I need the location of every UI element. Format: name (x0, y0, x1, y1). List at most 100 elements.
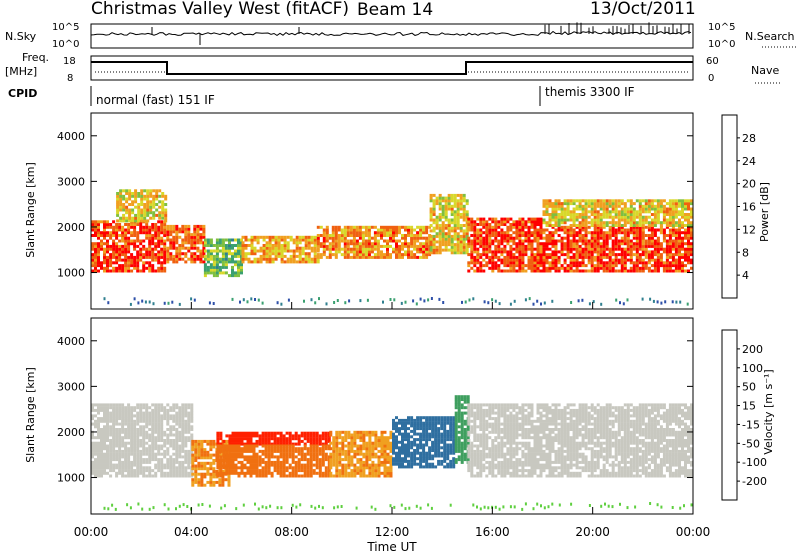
heatmap-cell (197, 484, 200, 487)
heatmap-cell (588, 231, 591, 234)
heatmap-cell (627, 237, 630, 240)
heatmap-cell (558, 208, 561, 211)
heatmap-cell (145, 237, 148, 240)
heatmap-cell (94, 264, 97, 267)
heatmap-cell (362, 472, 365, 475)
heatmap-cell (663, 248, 666, 251)
heatmap-cell (347, 242, 350, 245)
heatmap-cell (457, 243, 460, 246)
heatmap-cell (149, 217, 152, 220)
heatmap-cell (395, 253, 398, 256)
heatmap-cell (344, 237, 347, 240)
heatmap-cell (325, 469, 328, 472)
heatmap-cell (121, 466, 124, 469)
heatmap-cell (134, 206, 137, 209)
heatmap-cell (139, 466, 142, 469)
heatmap-cell (678, 242, 681, 245)
heatmap-cell (383, 240, 386, 243)
heatmap-cell (624, 229, 627, 232)
heatmap-cell (377, 250, 380, 253)
heatmap-cell (254, 250, 257, 253)
heatmap-cell (250, 458, 253, 461)
heatmap-cell (112, 414, 115, 417)
heatmap-cell (603, 242, 606, 245)
heatmap-cell (491, 250, 494, 253)
heatmap-cell (112, 434, 115, 437)
heatmap-cell (139, 406, 142, 409)
heatmap-cell (567, 242, 570, 245)
heatmap-cell (413, 234, 416, 237)
heatmap-cell (648, 267, 651, 270)
heatmap-cell (187, 450, 190, 453)
heatmap-cell (624, 237, 627, 240)
heatmap-cell (585, 216, 588, 219)
heatmap-cell (356, 458, 359, 461)
heatmap-cell (130, 469, 133, 472)
heatmap-cell (627, 259, 630, 262)
heatmap-cell (175, 239, 178, 242)
heatmap-cell (263, 239, 266, 242)
heatmap-cell (506, 231, 509, 234)
heatmap-cell (319, 440, 322, 443)
heatmap-cell (207, 260, 210, 263)
heatmap-cell (296, 250, 299, 253)
heatmap-cell (172, 239, 175, 242)
heatmap-cell (265, 455, 268, 458)
heatmap-cell (681, 242, 684, 245)
heatmap-cell (160, 414, 163, 417)
heatmap-cell (293, 252, 296, 255)
heatmap-cell (289, 464, 292, 467)
heatmap-cell (518, 256, 521, 259)
heatmap-cell (109, 270, 112, 273)
heatmap-cell (398, 253, 401, 256)
heatmap-cell (543, 205, 546, 208)
heatmap-cell (296, 255, 299, 258)
heatmap-cell (209, 440, 212, 443)
heatmap-cell (329, 461, 332, 464)
heatmap-cell (194, 478, 197, 481)
heatmap-cell (106, 472, 109, 475)
heatmap-cell (146, 192, 149, 195)
heatmap-cell (204, 274, 207, 277)
heatmap-cell (666, 213, 669, 216)
heatmap-cell (338, 234, 341, 237)
heatmap-cell (106, 256, 109, 259)
heatmap-cell (669, 248, 672, 251)
heatmap-cell (419, 256, 422, 259)
heatmap-cell (451, 227, 454, 230)
heatmap-cell (250, 445, 253, 448)
heatmap-cell (152, 189, 155, 192)
heatmap-cell (238, 475, 241, 478)
heatmap-cell (457, 238, 460, 241)
heatmap-cell (395, 229, 398, 232)
heatmap-cell (163, 231, 166, 234)
noise-cell (465, 301, 467, 304)
heatmap-cell (290, 260, 293, 263)
heatmap-cell (115, 436, 118, 439)
heatmap-cell (271, 432, 274, 435)
heatmap-cell (338, 461, 341, 464)
heatmap-cell (531, 226, 534, 229)
heatmap-cell (341, 442, 344, 445)
heatmap-cell (684, 208, 687, 211)
heatmap-cell (240, 271, 243, 274)
heatmap-cell (163, 439, 166, 442)
heatmap-cell (660, 208, 663, 211)
heatmap-cell (136, 261, 139, 264)
heatmap-cell (479, 267, 482, 270)
heatmap-cell (374, 226, 377, 229)
heatmap-cell (425, 256, 428, 259)
heatmap-cell (212, 445, 215, 448)
heatmap-cell (222, 450, 225, 453)
heatmap-cell (515, 248, 518, 251)
noise-cell (262, 302, 264, 305)
heatmap-cell (169, 406, 172, 409)
heatmap-cell (316, 450, 319, 453)
heatmap-cell (672, 248, 675, 251)
heatmap-cell (413, 229, 416, 232)
heatmap-cell (503, 270, 506, 273)
heatmap-cell (283, 440, 286, 443)
heatmap-cell (197, 481, 200, 484)
heatmap-cell (591, 205, 594, 208)
heatmap-cell (154, 425, 157, 428)
